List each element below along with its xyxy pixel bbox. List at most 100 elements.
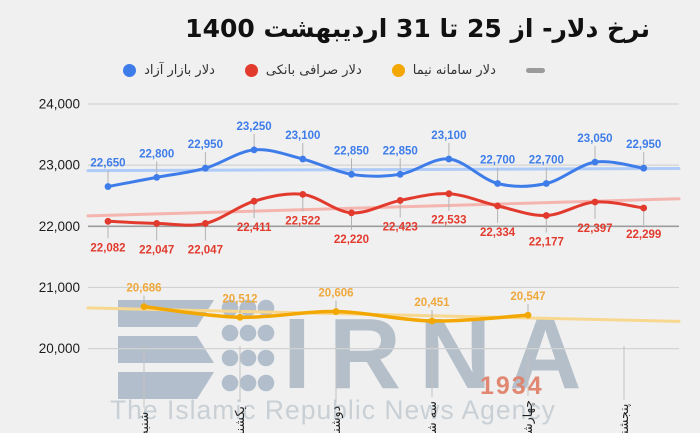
data-point [542, 212, 550, 219]
legend-marker-free-market-icon [123, 64, 137, 77]
watermark-emblem-dot [221, 324, 239, 342]
data-label: 22,700 [480, 154, 515, 166]
data-label: 22,177 [529, 236, 564, 248]
legend-marker-trend-icon [525, 68, 545, 73]
y-axis-label: 24,000 [39, 97, 80, 112]
y-axis-label: 23,000 [39, 158, 80, 173]
watermark-emblem-dot [257, 324, 275, 342]
legend-marker-bank-exchange-icon [244, 64, 258, 77]
data-label: 20,686 [126, 283, 161, 295]
data-point [202, 220, 209, 227]
data-label: 22,411 [237, 222, 272, 234]
data-point [202, 164, 209, 172]
data-label: 22,533 [431, 215, 466, 227]
data-label: 20,606 [318, 288, 353, 300]
data-point [299, 190, 307, 198]
watermark-subtitle: The Islamic Republic News Agency [110, 395, 556, 425]
data-point [299, 155, 307, 163]
series-line [106, 192, 646, 227]
data-point [640, 164, 648, 172]
watermark-emblem-bar [118, 336, 214, 363]
data-point [396, 197, 404, 204]
watermark-emblem-dot [257, 299, 275, 317]
data-point [494, 180, 501, 187]
data-point [396, 170, 404, 178]
y-axis-label: 21,000 [39, 280, 80, 295]
data-label: 22,047 [188, 244, 223, 256]
trend-line [86, 197, 681, 218]
data-label: 22,650 [90, 158, 125, 170]
data-label: 22,299 [626, 229, 661, 241]
data-label: 22,334 [480, 227, 516, 239]
watermark-emblem-dot [239, 324, 257, 342]
watermark-emblem-dot [221, 349, 239, 367]
data-label: 22,950 [188, 139, 223, 151]
data-point [591, 198, 599, 206]
watermark-emblem-dot [257, 374, 275, 392]
x-axis-label: دوشنبه [328, 406, 344, 433]
y-axis-label: 22,000 [39, 219, 80, 234]
data-label: 23,100 [285, 130, 320, 142]
data-point [445, 155, 453, 163]
data-label: 22,850 [334, 145, 369, 157]
data-label: 23,100 [431, 130, 466, 142]
data-point [250, 197, 258, 205]
series-line [106, 148, 646, 189]
data-label: 22,522 [285, 215, 320, 227]
legend-label-bank-exchange: دلار صرافی بانکی [265, 63, 362, 78]
watermark-emblem-dot [239, 349, 257, 367]
x-axis-label: پنجشنبه [616, 403, 631, 433]
data-label: 23,250 [237, 121, 272, 133]
watermark-year: 1934 [480, 372, 544, 400]
data-label: 20,547 [510, 291, 545, 303]
data-point [236, 313, 244, 321]
data-label: 20,512 [222, 293, 257, 305]
data-label: 22,397 [577, 223, 612, 235]
data-label: 22,800 [139, 148, 174, 160]
x-axis-label: شنبه [136, 412, 151, 433]
watermark-emblem-bar [118, 372, 214, 399]
data-point [348, 170, 355, 178]
trend-line [86, 167, 681, 173]
data-point [348, 209, 355, 217]
data-point [332, 308, 340, 315]
data-point [104, 183, 112, 190]
data-point [153, 220, 161, 227]
data-label: 22,950 [626, 139, 661, 151]
data-point [591, 158, 599, 166]
legend-item-free-market: دلار بازار آزاد [123, 63, 215, 78]
data-point [140, 303, 148, 311]
x-axis-label: سه شنبه [424, 401, 439, 433]
data-point [250, 146, 258, 154]
x-axis-label: یکشنبه [232, 406, 247, 433]
data-point [428, 317, 436, 325]
watermark-emblem-dot [221, 374, 239, 392]
chart-title: نرخ دلار- از 25 تا 31 اردیبهشت 1400 [185, 14, 650, 43]
data-label: 22,700 [529, 154, 564, 166]
data-label: 22,220 [334, 234, 369, 246]
legend-label-free-market: دلار بازار آزاد [144, 63, 215, 78]
data-label: 22,082 [90, 242, 125, 254]
legend: دلار بازار آزاد دلار صرافی بانکی دلار سا… [0, 63, 684, 78]
y-axis-label: 20,000 [39, 341, 80, 356]
data-point [524, 311, 532, 319]
watermark-emblem-dot [257, 349, 275, 367]
legend-marker-nima-system-icon [391, 64, 405, 77]
legend-item-bank-exchange: دلار صرافی بانکی [244, 63, 362, 78]
data-point [542, 180, 550, 187]
x-axis-label: چهارشنبه [520, 400, 536, 433]
data-label: 22,423 [383, 221, 418, 233]
data-label: 23,050 [577, 133, 612, 145]
data-point [640, 204, 648, 212]
watermark-emblem-dot [239, 374, 257, 392]
legend-item-nima-system: دلار سامانه نیما [391, 63, 496, 78]
data-label: 20,451 [414, 297, 450, 309]
data-point [153, 173, 161, 181]
data-label: 22,850 [383, 145, 418, 157]
legend-label-nima-system: دلار سامانه نیما [412, 63, 496, 78]
data-label: 22,047 [139, 244, 174, 256]
data-point [494, 202, 501, 210]
data-point [445, 190, 453, 198]
data-point [104, 217, 112, 225]
